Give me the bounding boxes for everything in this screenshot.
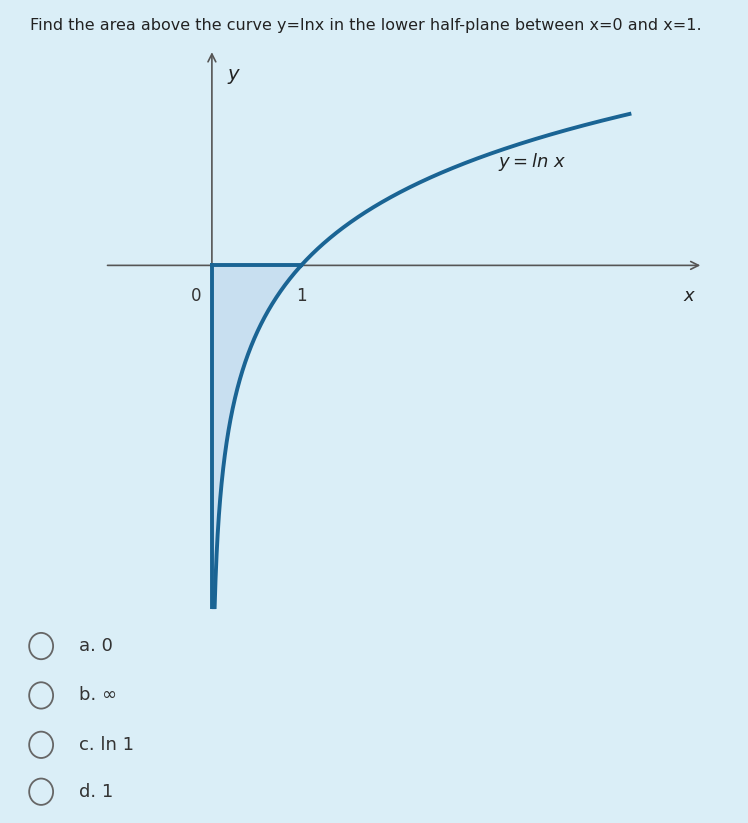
Text: y: y [228, 64, 239, 83]
Text: a. 0: a. 0 [79, 637, 112, 655]
Text: x: x [683, 287, 693, 305]
Text: d. 1: d. 1 [79, 783, 113, 801]
Text: 0: 0 [191, 287, 201, 305]
Text: b. ∞: b. ∞ [79, 686, 117, 704]
Text: c. ln 1: c. ln 1 [79, 736, 134, 754]
Text: 1: 1 [296, 287, 307, 305]
Text: $\mathit{y=ln\ x}$: $\mathit{y=ln\ x}$ [497, 151, 566, 174]
Text: Find the area above the curve y=lnx in the lower half-plane between x=0 and x=1.: Find the area above the curve y=lnx in t… [30, 18, 702, 33]
